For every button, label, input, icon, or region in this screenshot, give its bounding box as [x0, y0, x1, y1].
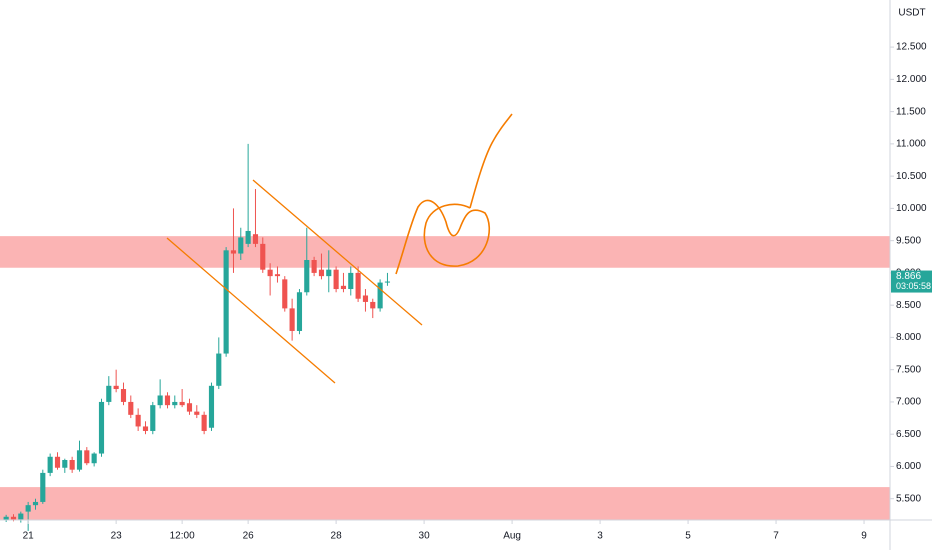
candle-body — [362, 295, 369, 302]
candle-body — [18, 513, 24, 520]
candle-body — [326, 269, 332, 277]
axes: 5.5006.0006.5007.0007.5008.0008.5009.000… — [23, 42, 932, 542]
candle-body — [120, 389, 127, 402]
candle-body — [296, 292, 303, 331]
candle-body — [252, 234, 259, 244]
zone — [0, 487, 890, 520]
candle-body — [333, 269, 339, 290]
candle-body — [76, 450, 83, 470]
candle-body — [47, 456, 53, 473]
candle-body — [32, 501, 39, 506]
candle-body — [40, 472, 46, 502]
x-tick-label: 26 — [243, 531, 255, 542]
candle-body — [267, 269, 273, 277]
trendline-upper — [252, 179, 423, 326]
candle-body — [98, 401, 105, 454]
y-tick-label: 10.500 — [896, 171, 927, 182]
zones — [0, 236, 890, 520]
candle-body — [84, 450, 90, 464]
candle-body — [135, 414, 141, 427]
candle-body — [216, 353, 222, 386]
candle-body — [274, 274, 281, 277]
candle-body — [172, 401, 178, 406]
candle-body — [91, 453, 97, 464]
candle-body — [304, 260, 310, 293]
y-tick-label: 6.500 — [896, 429, 921, 440]
y-tick-label: 8.000 — [896, 332, 921, 343]
x-tick-label: Aug — [503, 531, 521, 542]
x-tick-label: 23 — [111, 531, 123, 542]
y-tick-label: 5.500 — [896, 493, 921, 504]
x-tick-label: 30 — [419, 531, 431, 542]
y-tick-label: 11.500 — [896, 106, 926, 117]
candle-body — [113, 385, 119, 390]
candle-body — [238, 237, 244, 254]
y-tick-label: 11.000 — [896, 139, 926, 150]
axis-unit: USDT — [898, 8, 925, 19]
last-price-box — [891, 270, 932, 293]
candle-body — [340, 285, 347, 290]
x-tick-label: 12:00 — [170, 531, 195, 542]
arrow-sketch — [395, 113, 513, 275]
x-tick-label: 5 — [685, 531, 691, 542]
x-tick-label: 28 — [331, 531, 343, 542]
candle-body — [318, 269, 325, 277]
candle-body — [311, 260, 317, 273]
candle-body — [62, 460, 68, 468]
drawings — [166, 113, 513, 384]
candle-body — [128, 401, 134, 415]
candle-body — [384, 281, 391, 283]
x-tick-label: 21 — [23, 531, 35, 542]
candle-body — [106, 385, 112, 402]
candle-body — [157, 395, 163, 406]
candle-body — [223, 250, 229, 354]
last-price-label: 8.866 — [896, 271, 921, 282]
candle-body — [201, 414, 207, 431]
candle-body — [370, 301, 376, 309]
candle-body — [245, 230, 251, 244]
x-tick-label: 3 — [597, 531, 603, 542]
candle-body — [179, 401, 185, 406]
candle-body — [289, 308, 295, 331]
y-tick-label: 9.500 — [896, 235, 921, 246]
countdown-label: 03:05:58 — [896, 281, 931, 291]
candle-body — [377, 282, 383, 309]
candle-body — [186, 403, 193, 412]
candle-body — [282, 279, 288, 309]
candle-body — [142, 426, 149, 431]
candle-body — [355, 272, 361, 299]
candle-body — [150, 405, 156, 431]
y-tick-label: 12.500 — [896, 42, 927, 53]
candle-body — [10, 516, 17, 520]
y-tick-label: 10.000 — [896, 203, 927, 214]
candle-body — [348, 272, 354, 290]
x-tick-label: 9 — [861, 531, 867, 542]
candle-body — [25, 505, 31, 512]
candles — [3, 143, 391, 531]
trendline-lower — [166, 237, 336, 384]
candle-body — [3, 516, 9, 520]
y-tick-label: 8.500 — [896, 300, 921, 311]
candle-body — [69, 460, 75, 470]
candle-body — [194, 411, 200, 415]
candle-body — [54, 456, 61, 468]
y-tick-label: 7.500 — [896, 364, 921, 375]
candle-body — [208, 385, 215, 428]
y-tick-label: 6.000 — [896, 461, 921, 472]
candle-body — [260, 243, 266, 270]
zone — [0, 236, 890, 268]
y-tick-label: 7.000 — [896, 397, 921, 408]
y-tick-label: 12.000 — [896, 74, 927, 85]
x-tick-label: 7 — [773, 531, 779, 542]
candle-body — [230, 250, 237, 254]
candle-body — [164, 395, 171, 406]
